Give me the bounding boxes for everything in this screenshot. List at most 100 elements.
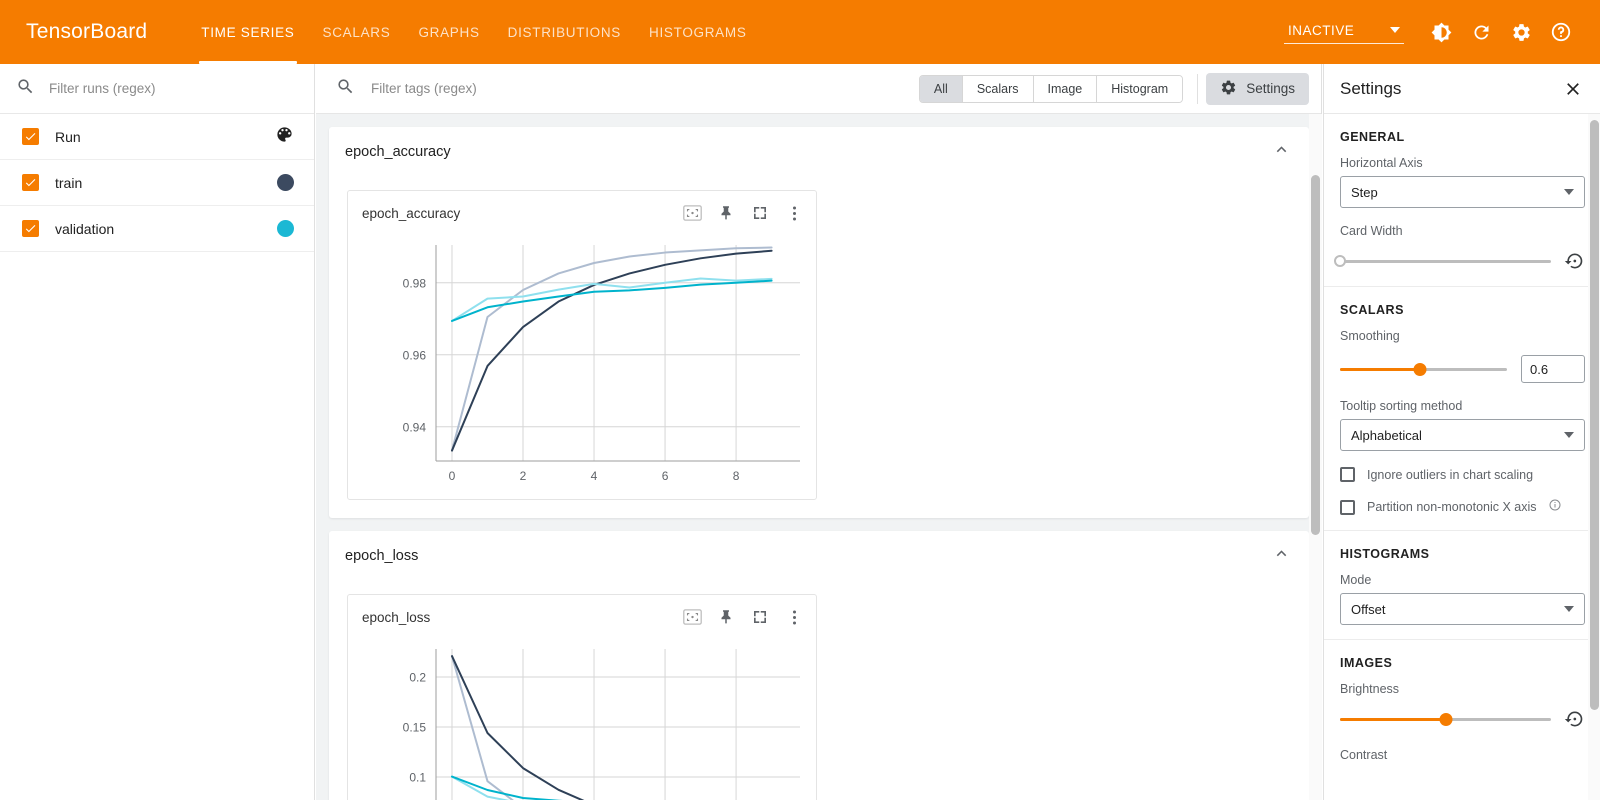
tab-time-series[interactable]: TIME SERIES [187, 0, 308, 64]
restore-icon[interactable] [1563, 708, 1585, 730]
svg-text:0.94: 0.94 [403, 420, 427, 434]
info-icon[interactable] [1549, 498, 1561, 516]
reload-status-value: INACTIVE [1288, 22, 1355, 38]
runs-header-row[interactable]: Run [0, 114, 314, 160]
card-width-slider[interactable] [1334, 252, 1551, 270]
section-body: epoch_loss [329, 580, 1309, 800]
toggle-scalars[interactable]: Scalars [962, 75, 1034, 102]
settings-group-images: IMAGES Brightness Contrast [1324, 640, 1600, 782]
runs-sidebar: Run train validation [0, 64, 315, 800]
smoothing-input[interactable] [1521, 355, 1585, 383]
pin-icon[interactable] [716, 203, 736, 223]
section-header[interactable]: epoch_loss [329, 531, 1309, 580]
fullscreen-icon[interactable] [750, 607, 770, 627]
chart-epoch-accuracy[interactable]: 0.94 0.96 0.98 0 2 4 6 8 [348, 235, 816, 499]
partition-x-axis-row[interactable]: Partition non-monotonic X axis [1340, 498, 1585, 516]
group-title: SCALARS [1340, 303, 1404, 317]
toggle-histogram[interactable]: Histogram [1097, 75, 1183, 102]
card-header: epoch_accuracy [348, 191, 816, 235]
run-filter-row [0, 64, 314, 114]
settings-group-histograms: HISTOGRAMS Mode Offset [1324, 531, 1600, 640]
section-epoch-loss: epoch_loss epoch_loss [329, 531, 1309, 800]
chart-epoch-loss[interactable]: 0.050.10.150.202468 [348, 639, 816, 800]
pin-icon[interactable] [716, 607, 736, 627]
run-item-validation[interactable]: validation [0, 206, 314, 252]
smoothing-row [1340, 355, 1585, 383]
toggle-all[interactable]: All [919, 75, 963, 102]
help-icon[interactable] [1544, 15, 1578, 49]
histogram-mode-select[interactable]: Offset [1340, 593, 1585, 625]
more-vert-icon[interactable] [784, 203, 804, 223]
smoothing-slider[interactable] [1340, 360, 1507, 378]
plugin-filter-toggle-group: All Scalars Image Histogram [918, 74, 1184, 103]
reset-zoom-icon[interactable] [682, 203, 702, 223]
settings-panel-title: Settings [1340, 78, 1402, 98]
chart-canvas[interactable]: 0.94 0.96 0.98 0 2 4 6 8 [348, 235, 818, 499]
main-scrollbar-thumb[interactable] [1311, 175, 1320, 535]
reset-zoom-icon[interactable] [682, 607, 702, 627]
chevron-down-icon [1564, 432, 1574, 438]
svg-text:0.15: 0.15 [403, 721, 427, 735]
section-header[interactable]: epoch_accuracy [329, 127, 1309, 176]
refresh-icon[interactable] [1464, 15, 1498, 49]
restore-icon[interactable] [1563, 250, 1585, 272]
ignore-outliers-checkbox[interactable] [1340, 467, 1355, 482]
palette-icon[interactable] [275, 125, 294, 149]
partition-x-axis-checkbox[interactable] [1340, 499, 1355, 515]
run-color-swatch [277, 174, 294, 191]
gear-icon[interactable] [1504, 15, 1538, 49]
chart-canvas[interactable]: 0.050.10.150.202468 [348, 639, 818, 800]
horizontal-axis-select[interactable]: Step [1340, 176, 1585, 208]
run-checkbox[interactable] [22, 220, 39, 237]
run-filter-input[interactable] [47, 80, 298, 97]
fullscreen-icon[interactable] [750, 203, 770, 223]
search-icon [336, 77, 355, 101]
card-toolbar [682, 203, 804, 223]
chevron-down-icon [1564, 606, 1574, 612]
brightness-label: Brightness [1340, 682, 1400, 696]
tag-filter-input[interactable] [369, 80, 919, 97]
smoothing-label: Smoothing [1340, 329, 1400, 343]
reload-status-dropdown[interactable]: INACTIVE [1284, 21, 1404, 44]
slider-track [1340, 259, 1551, 263]
main-content: All Scalars Image Histogram Settings epo… [316, 64, 1322, 800]
gear-icon [1220, 79, 1237, 99]
slider-fill [1340, 367, 1421, 371]
settings-scrollbar-thumb[interactable] [1590, 120, 1599, 710]
run-label: validation [55, 220, 115, 237]
ignore-outliers-row[interactable]: Ignore outliers in chart scaling [1340, 467, 1585, 482]
tooltip-sort-select[interactable]: Alphabetical [1340, 419, 1585, 451]
run-checkbox[interactable] [22, 174, 39, 191]
card-width-slider-row [1334, 250, 1585, 272]
tab-graphs[interactable]: GRAPHS [418, 24, 480, 40]
more-vert-icon[interactable] [784, 607, 804, 627]
slider-thumb[interactable] [1413, 362, 1427, 376]
select-all-runs-checkbox[interactable] [22, 128, 39, 145]
tab-distributions[interactable]: DISTRIBUTIONS [507, 24, 622, 40]
run-label: train [55, 174, 83, 191]
run-item-train[interactable]: train [0, 160, 314, 206]
slider-fill [1340, 717, 1446, 721]
tooltip-sort-value: Alphabetical [1351, 427, 1422, 443]
app-brand: TensorBoard [26, 20, 148, 43]
brightness-slider[interactable] [1340, 710, 1551, 728]
slider-thumb[interactable] [1439, 712, 1452, 726]
settings-button[interactable]: Settings [1206, 72, 1309, 105]
section-title: epoch_loss [345, 547, 419, 564]
slider-thumb[interactable] [1334, 255, 1346, 267]
tab-histograms[interactable]: HISTOGRAMS [649, 24, 747, 40]
chevron-up-icon[interactable] [1272, 140, 1291, 164]
group-title: IMAGES [1340, 656, 1393, 670]
chevron-up-icon[interactable] [1272, 544, 1291, 568]
card-epoch-loss: epoch_loss [347, 594, 817, 800]
settings-button-label: Settings [1246, 81, 1295, 96]
close-icon[interactable] [1560, 76, 1586, 102]
partition-x-axis-label: Partition non-monotonic X axis [1367, 500, 1537, 514]
app-header: TensorBoard TIME SERIES SCALARS GRAPHS D… [0, 0, 1600, 64]
card-epoch-accuracy: epoch_accuracy [347, 190, 817, 500]
brightness-icon[interactable] [1424, 15, 1458, 49]
card-title: epoch_accuracy [362, 205, 461, 221]
tab-scalars[interactable]: SCALARS [322, 24, 391, 40]
toggle-image[interactable]: Image [1033, 75, 1098, 102]
horizontal-axis-value: Step [1351, 184, 1378, 200]
